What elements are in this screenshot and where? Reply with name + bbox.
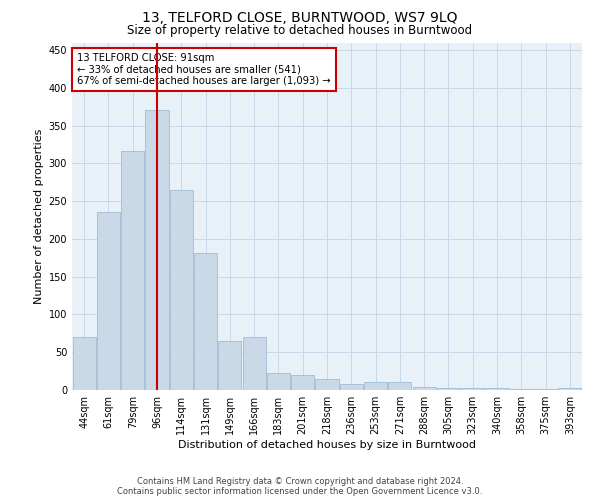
Bar	[437, 388, 460, 390]
Text: 13, TELFORD CLOSE, BURNTWOOD, WS7 9LQ: 13, TELFORD CLOSE, BURNTWOOD, WS7 9LQ	[142, 11, 458, 25]
Bar	[485, 388, 509, 390]
Bar	[170, 190, 193, 390]
Bar	[267, 374, 290, 390]
Bar	[534, 389, 557, 390]
Bar	[145, 110, 169, 390]
Bar	[97, 212, 120, 390]
Text: Size of property relative to detached houses in Burntwood: Size of property relative to detached ho…	[127, 24, 473, 37]
X-axis label: Distribution of detached houses by size in Burntwood: Distribution of detached houses by size …	[178, 440, 476, 450]
Bar	[121, 150, 144, 390]
Bar	[413, 387, 436, 390]
Bar	[559, 388, 581, 390]
Bar	[218, 341, 241, 390]
Bar	[510, 389, 533, 390]
Bar	[316, 378, 338, 390]
Bar	[364, 382, 387, 390]
Y-axis label: Number of detached properties: Number of detached properties	[34, 128, 44, 304]
Bar	[291, 375, 314, 390]
Bar	[388, 382, 412, 390]
Bar	[461, 388, 484, 390]
Text: 13 TELFORD CLOSE: 91sqm
← 33% of detached houses are smaller (541)
67% of semi-d: 13 TELFORD CLOSE: 91sqm ← 33% of detache…	[77, 53, 331, 86]
Bar	[242, 337, 266, 390]
Bar	[194, 252, 217, 390]
Bar	[73, 337, 95, 390]
Bar	[340, 384, 363, 390]
Text: Contains HM Land Registry data © Crown copyright and database right 2024.
Contai: Contains HM Land Registry data © Crown c…	[118, 476, 482, 496]
